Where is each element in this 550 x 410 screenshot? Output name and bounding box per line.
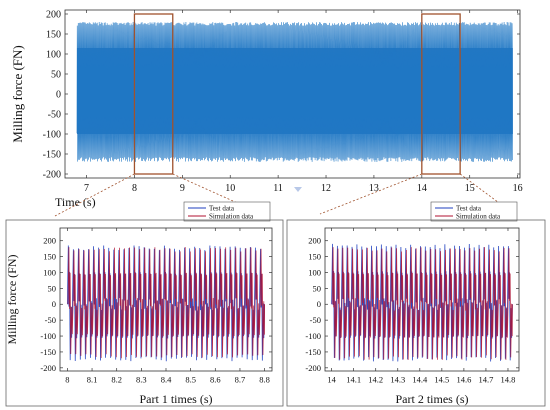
x-tick-label: 7 bbox=[84, 183, 89, 194]
y-tick-label: -100 bbox=[305, 331, 321, 341]
y-tick-label: 150 bbox=[308, 252, 321, 262]
x-axis-label: Part 1 times (s) bbox=[140, 392, 213, 406]
y-tick-label: 50 bbox=[48, 283, 57, 293]
y-axis-label: Milling force (FN) bbox=[5, 255, 19, 345]
y-tick-label: 50 bbox=[51, 70, 61, 81]
y-tick-label: -50 bbox=[310, 315, 321, 325]
y-tick-label: -200 bbox=[43, 170, 61, 181]
series-line-overview bbox=[76, 22, 513, 162]
y-tick-label: 200 bbox=[43, 236, 56, 246]
x-axis-label: Part 2 times (s) bbox=[396, 392, 469, 406]
series-line-simulation bbox=[331, 247, 513, 360]
chart-overview: -200 -150 -100 -50 0 50 100 150 200 7 8 9 10 11 12 13 14… bbox=[10, 10, 523, 210]
x-tick-label: 14 bbox=[327, 375, 336, 385]
y-tick-label: 0 bbox=[56, 90, 61, 101]
x-tick-label: 15 bbox=[465, 183, 475, 194]
y-tick-label: 150 bbox=[43, 252, 56, 262]
legend-entry: Test data bbox=[456, 205, 482, 213]
x-tick-label: 8.7 bbox=[235, 375, 246, 385]
x-tick-label: 14.8 bbox=[501, 375, 516, 385]
zoom-connector-line bbox=[54, 173, 135, 217]
x-tick-label: 8 bbox=[65, 375, 69, 385]
zoom-connector-line bbox=[319, 173, 422, 215]
x-axis-label: Time (s) bbox=[55, 195, 96, 209]
series-line-test bbox=[67, 245, 265, 362]
y-tick-label: 0 bbox=[52, 299, 56, 309]
legend-entry: Simulation data bbox=[456, 213, 501, 221]
y-tick-label: -200 bbox=[40, 363, 56, 373]
y-tick-label: -100 bbox=[43, 130, 61, 141]
x-tick-label: 14.6 bbox=[456, 375, 471, 385]
x-tick-label: 12 bbox=[321, 183, 331, 194]
x-tick-label: 8.5 bbox=[185, 375, 196, 385]
y-tick-label: -150 bbox=[305, 347, 321, 357]
y-tick-label: -50 bbox=[48, 110, 61, 121]
y-tick-label: -50 bbox=[45, 315, 56, 325]
y-tick-label: -200 bbox=[305, 363, 321, 373]
x-tick-label: 14.2 bbox=[368, 375, 383, 385]
x-tick-label: 10 bbox=[225, 183, 235, 194]
y-tick-label: 100 bbox=[43, 267, 56, 277]
x-tick-label: 8.8 bbox=[259, 375, 270, 385]
panel-frame-part1 bbox=[5, 219, 284, 407]
y-tick-label: 200 bbox=[308, 236, 321, 246]
y-tick-label: 100 bbox=[46, 50, 61, 61]
x-tick-label: 11 bbox=[273, 183, 283, 194]
y-tick-label: 200 bbox=[46, 10, 61, 21]
x-tick-label: 8 bbox=[132, 183, 137, 194]
x-tick-label: 13 bbox=[369, 183, 379, 194]
chart-part2: -200 -150 -100 -50 0 50 100 150 200 14 14.1 14.2 14.… bbox=[305, 201, 520, 406]
x-tick-label: 8.3 bbox=[136, 375, 147, 385]
x-tick-label: 8.6 bbox=[210, 375, 221, 385]
x-tick-label: 8.1 bbox=[87, 375, 98, 385]
panel-frame-part2 bbox=[286, 219, 546, 407]
y-tick-label: 150 bbox=[46, 30, 61, 41]
x-tick-label: 8.4 bbox=[161, 375, 172, 385]
chart-part1: -200 -150 -100 -50 0 50 100 150 200 8 8.1 8.2 8.3 8.4… bbox=[5, 201, 273, 406]
y-axis-label: Milling force (FN) bbox=[10, 45, 25, 142]
y-tick-label: 50 bbox=[313, 283, 322, 293]
x-tick-label: 14 bbox=[417, 183, 427, 194]
x-tick-label: 8.2 bbox=[111, 375, 122, 385]
marker-triangle bbox=[294, 187, 302, 192]
x-tick-label: 16 bbox=[513, 183, 523, 194]
highlight-box-1 bbox=[133, 13, 174, 175]
x-tick-label: 9 bbox=[180, 183, 185, 194]
y-tick-label: 100 bbox=[308, 267, 321, 277]
x-tick-label: 14.3 bbox=[390, 375, 405, 385]
legend-entry: Test data bbox=[209, 205, 235, 213]
y-tick-label: -100 bbox=[40, 331, 56, 341]
series-line-simulation bbox=[67, 247, 265, 359]
legend-entry: Simulation data bbox=[209, 213, 254, 221]
y-tick-label: -150 bbox=[40, 347, 56, 357]
zoom-connector-line bbox=[459, 173, 515, 215]
y-tick-label: -150 bbox=[43, 150, 61, 161]
x-tick-label: 14.4 bbox=[412, 375, 428, 385]
x-tick-label: 14.5 bbox=[434, 375, 449, 385]
x-tick-label: 14.7 bbox=[478, 375, 493, 385]
y-tick-label: 0 bbox=[317, 299, 321, 309]
x-tick-label: 14.1 bbox=[346, 375, 361, 385]
highlight-box-2 bbox=[421, 13, 461, 175]
